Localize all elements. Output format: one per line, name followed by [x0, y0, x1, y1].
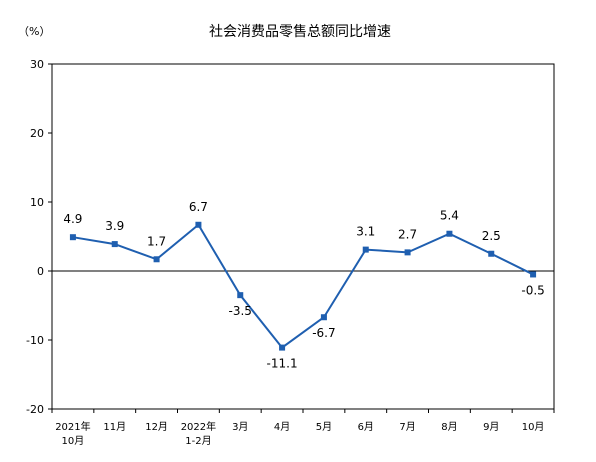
x-tick-label: 3月	[232, 421, 248, 433]
x-tick-label: 11月	[103, 421, 126, 433]
data-label: 3.1	[356, 225, 375, 239]
data-point	[153, 256, 160, 263]
series-line	[72, 223, 534, 349]
data-label: 1.7	[147, 234, 166, 248]
data-label: 6.7	[189, 200, 208, 214]
chart-title: 社会消费品零售总额同比增速	[209, 24, 391, 40]
data-label: 2.5	[482, 229, 501, 243]
data-point	[111, 241, 118, 248]
data-point	[69, 234, 76, 241]
data-label: -6.7	[312, 326, 335, 340]
y-tick-label: 0	[37, 265, 44, 278]
data-label: -3.5	[229, 304, 252, 318]
x-tick-label: 4月	[274, 421, 290, 433]
x-tick-label: 2021年	[55, 420, 90, 433]
x-tick-label: 6月	[358, 421, 374, 433]
y-tick-label: -20	[26, 403, 44, 416]
data-point	[362, 246, 369, 253]
x-tick-label: 10月	[522, 421, 545, 433]
data-point	[404, 249, 411, 256]
plot-frame	[51, 63, 555, 410]
data-point	[237, 292, 244, 299]
data-label: -11.1	[267, 357, 298, 371]
data-label: 5.4	[440, 209, 459, 223]
x-tick-label: 9月	[483, 421, 499, 433]
data-label: 4.9	[63, 212, 82, 226]
y-unit-label: （%）	[18, 25, 50, 38]
x-tick-label: 7月	[399, 421, 415, 433]
x-tick-label-line2: 1-2月	[185, 435, 211, 447]
y-tick-label: -10	[26, 334, 44, 347]
data-label: -0.5	[521, 283, 544, 297]
data-point	[530, 271, 537, 278]
data-point	[320, 314, 327, 321]
x-tick-label: 12月	[145, 421, 168, 433]
data-point	[279, 344, 286, 351]
data-label: 2.7	[398, 227, 417, 241]
y-tick-label: 10	[30, 196, 44, 209]
x-tick-label: 2022年	[181, 420, 216, 433]
data-point	[195, 221, 202, 228]
x-tick-label-line2: 10月	[62, 435, 85, 447]
data-point	[446, 230, 453, 237]
x-tick-label: 5月	[316, 421, 332, 433]
y-tick-label: 30	[30, 58, 44, 71]
data-point	[488, 250, 495, 257]
x-tick-label: 8月	[441, 421, 457, 433]
data-label: 3.9	[105, 219, 124, 233]
plot-area: -20 -10 0 10 20 30 2021年 10月 11月 12月 2022年 1-2月 3月 4月…	[26, 58, 555, 447]
y-tick-label: 20	[30, 127, 44, 140]
